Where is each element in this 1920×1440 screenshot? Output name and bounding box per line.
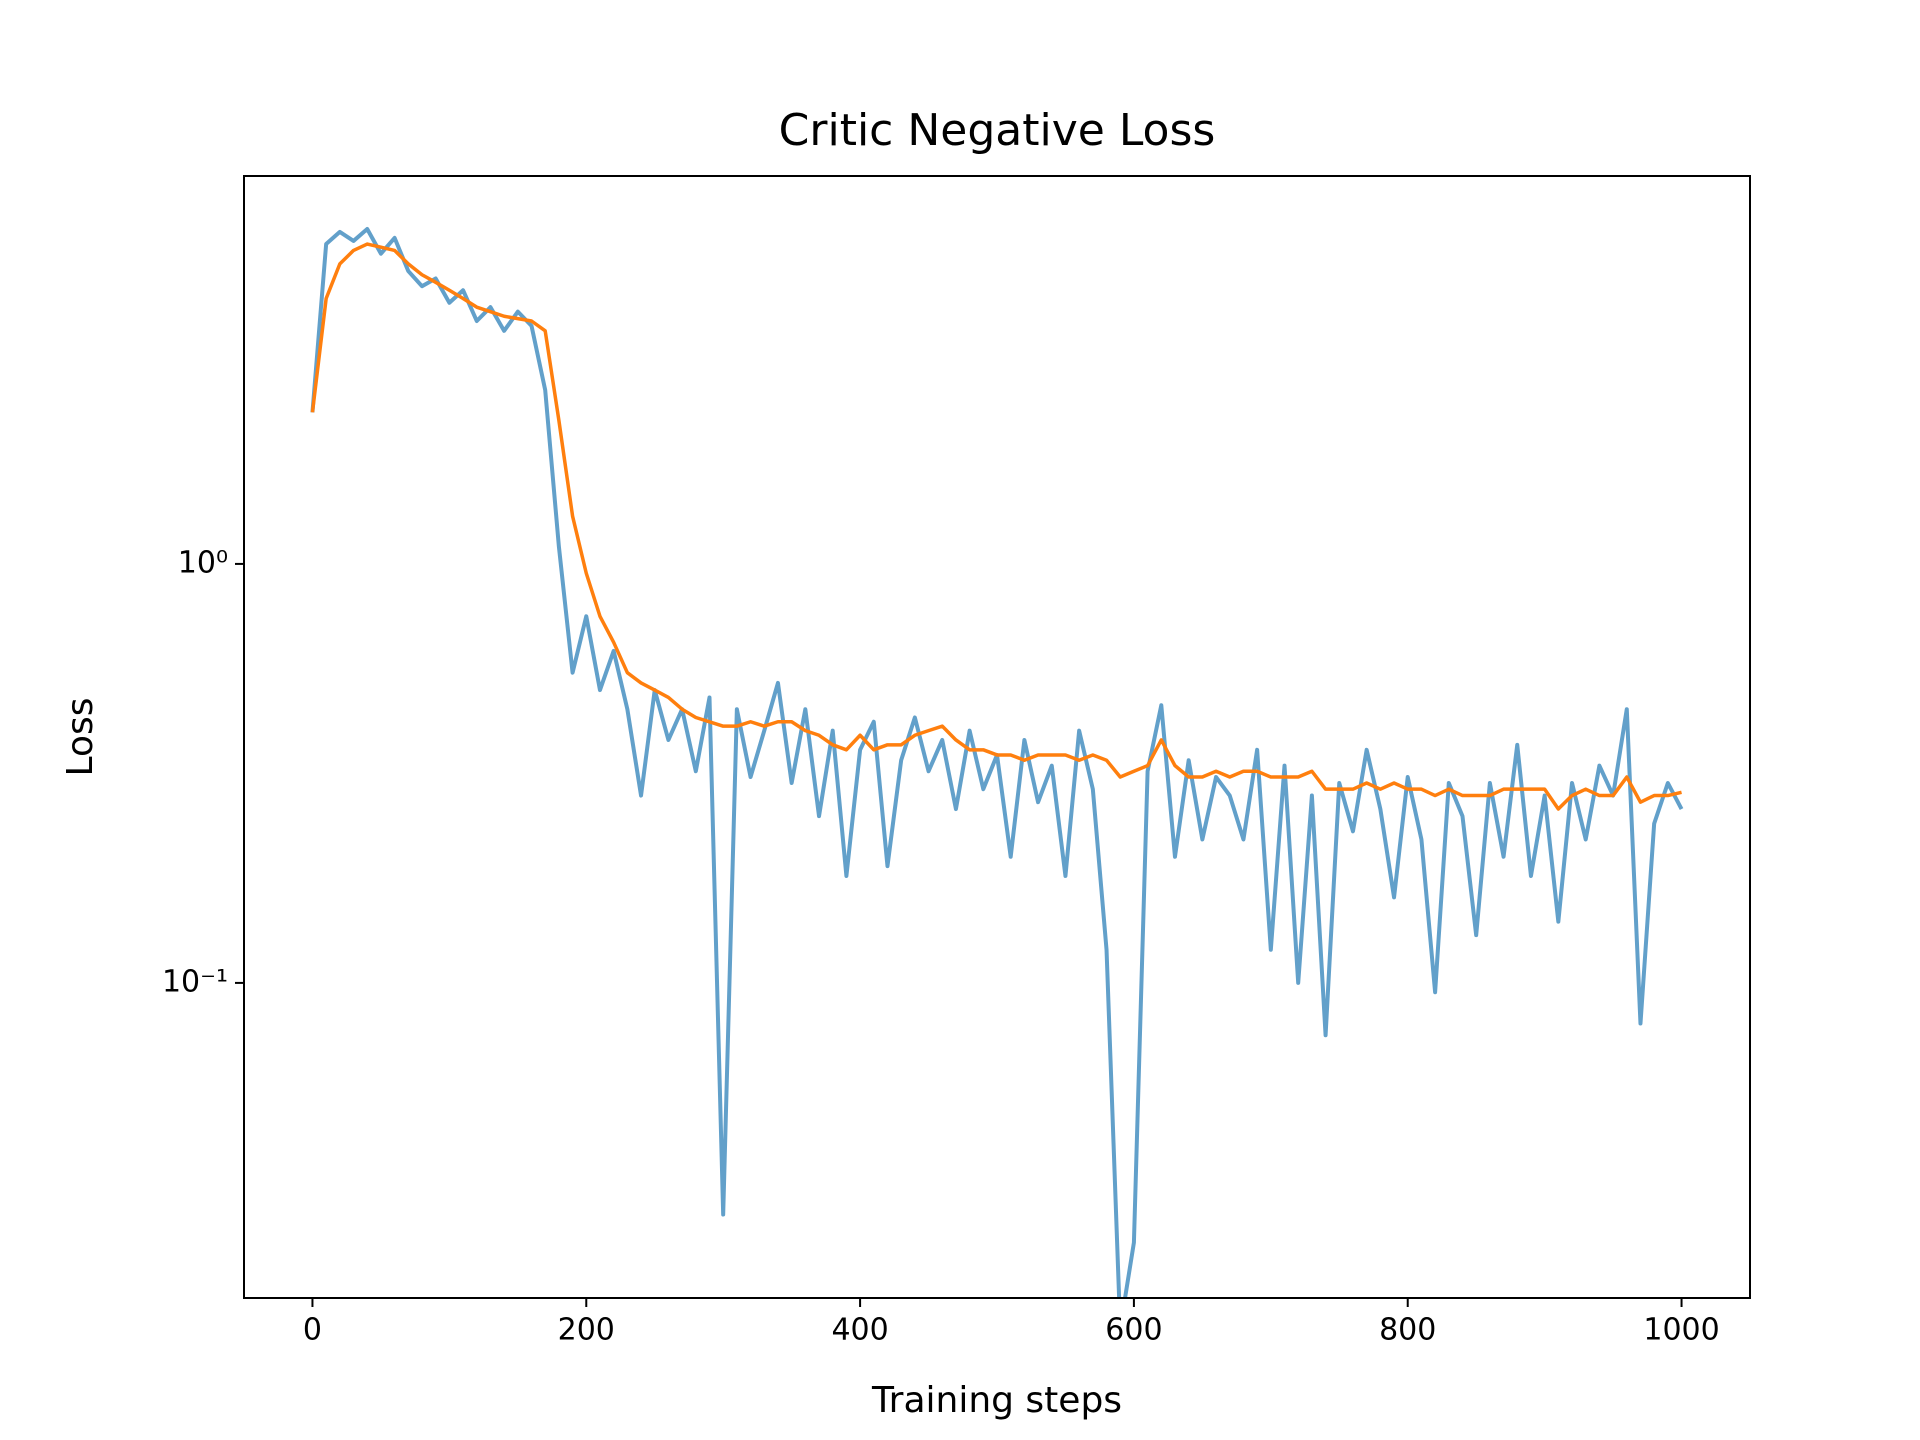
x-tick-label: 800 bbox=[1379, 1313, 1436, 1348]
y-tick-label: 10⁰ bbox=[178, 545, 228, 580]
x-tick-label: 1000 bbox=[1643, 1313, 1719, 1348]
plot-lines bbox=[310, 227, 1684, 1298]
series-line bbox=[310, 242, 1682, 811]
x-tick-label: 0 bbox=[303, 1313, 322, 1348]
plot-frame bbox=[243, 175, 1751, 1299]
y-axis-label: Loss bbox=[60, 698, 101, 777]
chart-title: Critic Negative Loss bbox=[779, 105, 1216, 156]
x-tick-label: 400 bbox=[831, 1313, 888, 1348]
y-tick-label: 10⁻¹ bbox=[162, 964, 228, 999]
series-line bbox=[310, 227, 1684, 1298]
x-tick-label: 600 bbox=[1105, 1313, 1162, 1348]
x-axis-label: Training steps bbox=[871, 1380, 1122, 1421]
x-tick-label: 200 bbox=[558, 1313, 615, 1348]
